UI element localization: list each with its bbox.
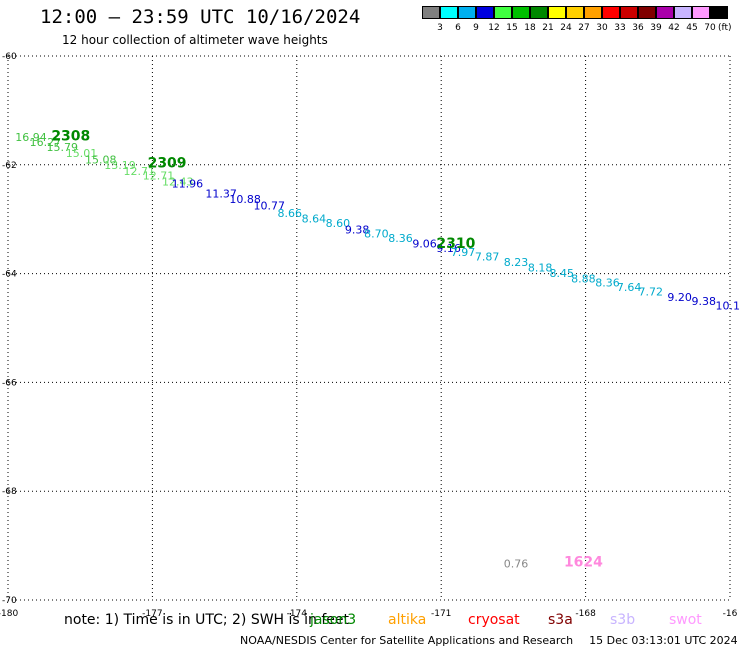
pass-time-label: 2309: [148, 156, 187, 172]
mission-altika: altika: [388, 612, 427, 628]
legend-level: 45: [686, 23, 698, 33]
legend-swatch: [620, 6, 638, 19]
wave-height-label: 12.43: [162, 175, 194, 188]
wave-height-label: 7.87: [475, 251, 500, 264]
credit-line: NOAA/NESDIS Center for Satellite Applica…: [240, 634, 738, 647]
wave-height-label: 8.66: [278, 207, 303, 220]
wave-height-label: 8.88: [571, 272, 596, 285]
longitude-label: -16: [723, 609, 738, 619]
legend-swatch: [422, 6, 440, 19]
mission-swot: swot: [669, 612, 702, 628]
legend-level: 6: [455, 23, 461, 33]
legend-swatch: [602, 6, 620, 19]
wave-height-label: 8.23: [504, 256, 528, 269]
legend-level: 24: [560, 23, 572, 33]
legend-level: 27: [578, 23, 590, 33]
wave-height-label: 8.45: [550, 267, 575, 280]
wave-height-label: 15.79: [47, 141, 79, 154]
wave-height-label: 8.70: [364, 228, 389, 241]
legend-level: 36: [632, 23, 644, 33]
longitude-label: -171: [431, 609, 451, 619]
latitude-label: -68: [2, 487, 17, 497]
legend-level: 33: [614, 23, 626, 33]
wave-height-label: 7.97: [451, 246, 476, 259]
legend-swatch: [584, 6, 602, 19]
legend-level: 12: [488, 23, 500, 33]
wave-height-label: 9.16: [436, 242, 461, 255]
generated-timestamp: 15 Dec 03:13:01 UTC 2024: [589, 634, 738, 647]
legend-level: 42: [668, 23, 680, 33]
legend-swatch: [440, 6, 458, 19]
legend-swatch: [674, 6, 692, 19]
map-subtitle: 12 hour collection of altimeter wave hei…: [62, 33, 328, 47]
footer-note: note: 1) Time is in UTC; 2) SWH is in fe…: [64, 612, 350, 628]
legend-level: 39: [650, 23, 662, 33]
mission-jason3: jason3: [310, 612, 357, 628]
wave-height-label: 9.20: [667, 291, 692, 304]
latitude-label: -66: [2, 378, 17, 388]
wave-height-label: 10.88: [229, 193, 261, 206]
credit-text: NOAA/NESDIS Center for Satellite Applica…: [240, 634, 574, 647]
longitude-label: -177: [142, 609, 162, 619]
legend-unit: (ft): [718, 23, 732, 33]
legend-swatch: [530, 6, 548, 19]
wave-height-label: 9.38: [691, 295, 716, 308]
wave-height-label: 16.27: [30, 136, 62, 149]
legend-level: 18: [524, 23, 536, 33]
wave-height-label: 16.94: [15, 131, 47, 144]
legend-level: 3: [437, 23, 443, 33]
map-title: 12:00 — 23:59 UTC 10/16/2024: [40, 6, 361, 28]
pass-time-label: 1624: [564, 554, 603, 570]
legend-swatch: [638, 6, 656, 19]
wave-height-label: 12.71: [143, 169, 175, 182]
legend-swatch: [692, 6, 710, 19]
pass-time-label: 2308: [51, 128, 90, 144]
wave-height-label: 10.77: [253, 199, 284, 212]
legend-level: 15: [506, 23, 518, 33]
wave-height-label: 9.06: [412, 237, 437, 250]
wave-height-label: 8.60: [326, 217, 351, 230]
legend-level: 70: [704, 23, 716, 33]
wave-height-label: 0.76: [504, 557, 528, 570]
latitude-label: -60: [2, 52, 17, 62]
legend-swatch: [458, 6, 476, 19]
mission-s3b: s3b: [610, 612, 636, 628]
legend-swatch: [476, 6, 494, 19]
legend-swatch: [494, 6, 512, 19]
latitude-label: -64: [2, 270, 17, 280]
wave-height-label: 8.18: [528, 261, 553, 274]
legend-swatch: [656, 6, 674, 19]
legend-level: 9: [473, 23, 479, 33]
wave-height-label: 13.19: [104, 159, 135, 172]
legend-level: 21: [542, 23, 554, 33]
wave-height-label: 10.16: [716, 300, 740, 313]
legend-swatch: [548, 6, 566, 19]
wave-height-label: 8.64: [302, 212, 327, 225]
wave-height-label: 7.72: [639, 285, 664, 298]
legend-swatch: [710, 6, 728, 19]
wave-height-label: 11.37: [205, 187, 237, 200]
longitude-label: -168: [575, 609, 596, 619]
wave-height-label: 8.36: [595, 277, 620, 290]
mission-s3a: s3a: [548, 612, 573, 628]
wave-height-label: 15.01: [66, 147, 98, 160]
wave-height-label: 15.08: [85, 154, 117, 167]
longitude-label: -180: [0, 609, 18, 619]
wave-height-label: 9.38: [345, 223, 370, 236]
wave-height-label: 7.64: [617, 281, 642, 294]
legend-swatch: [566, 6, 584, 19]
wave-height-label: 12.71: [124, 165, 155, 178]
latitude-label: -62: [2, 161, 17, 171]
longitude-label: -174: [287, 609, 308, 619]
legend-swatch: [512, 6, 530, 19]
mission-cryosat: cryosat: [468, 612, 520, 628]
pass-time-label: 2310: [436, 236, 475, 252]
wave-height-label: 8.36: [388, 232, 413, 245]
legend-level: 30: [596, 23, 608, 33]
wave-height-label: 11.96: [172, 178, 204, 191]
latitude-label: -70: [2, 596, 17, 606]
